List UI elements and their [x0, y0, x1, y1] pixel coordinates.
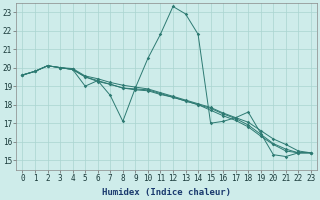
X-axis label: Humidex (Indice chaleur): Humidex (Indice chaleur) — [102, 188, 231, 197]
